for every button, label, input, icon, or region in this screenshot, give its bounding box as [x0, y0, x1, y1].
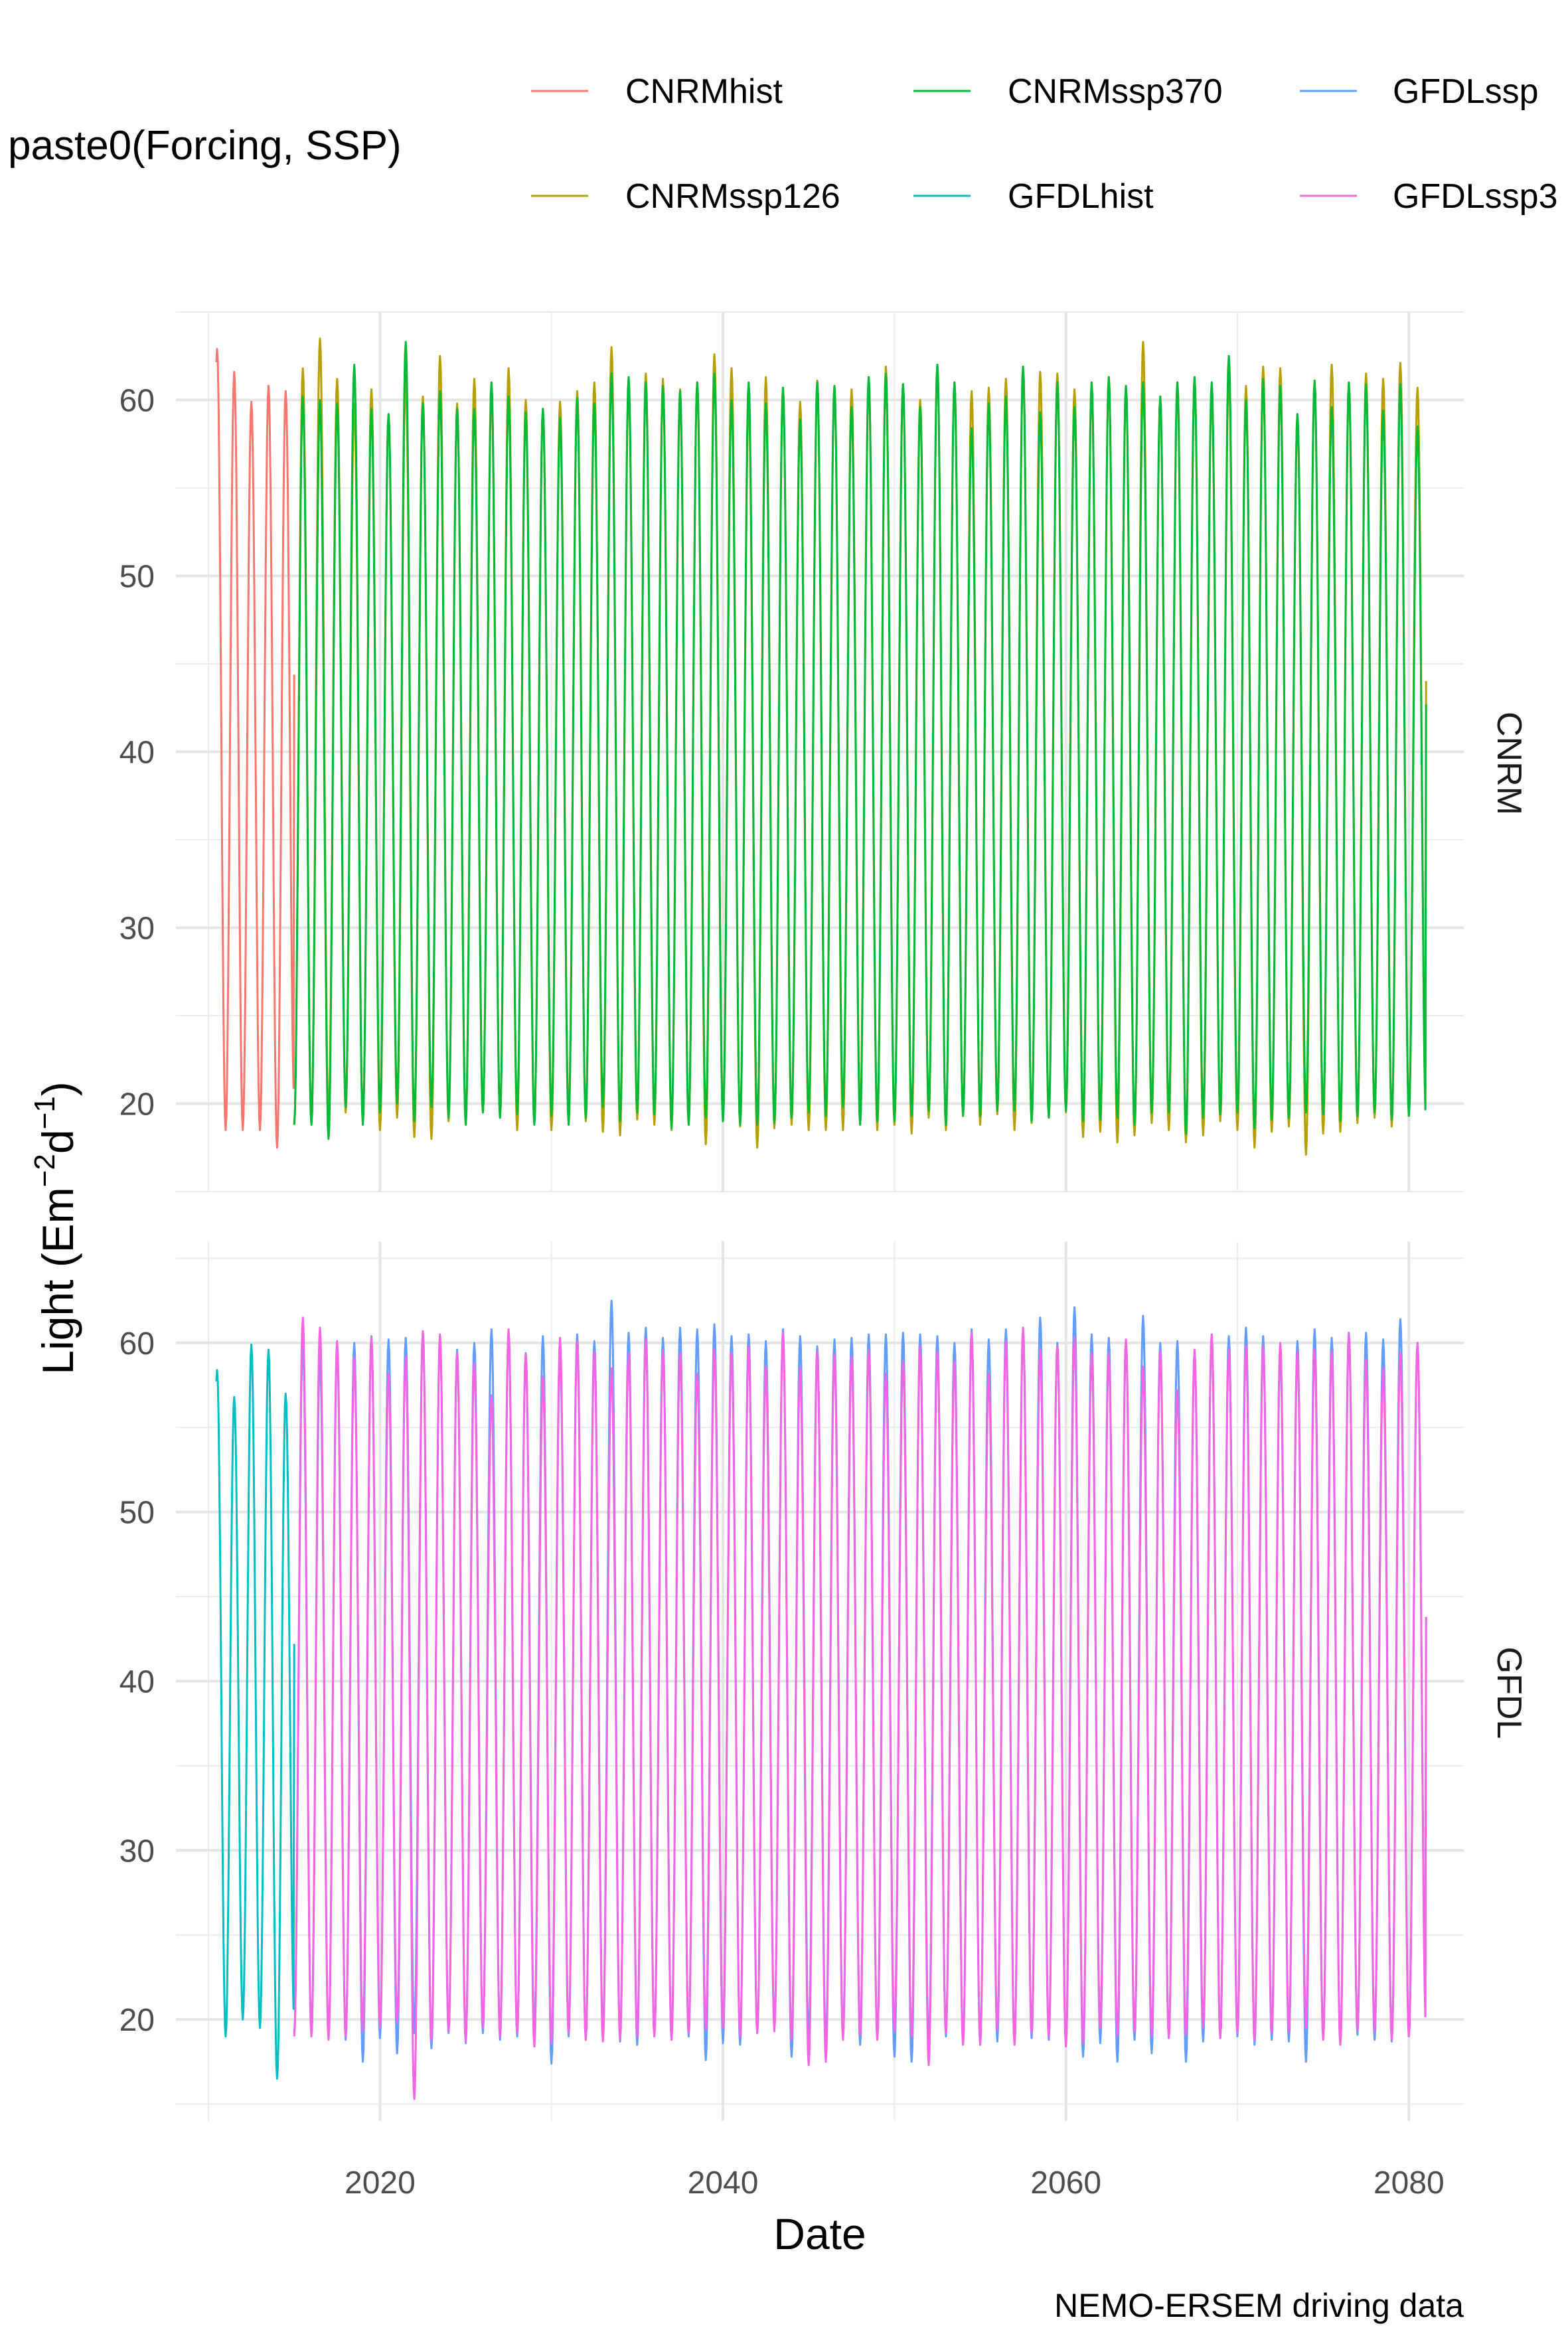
y-tick-label: 30 [119, 911, 155, 947]
facet-strip-label: CNRM [1490, 712, 1528, 815]
y-tick-labels: 20 30 40 50 60 [119, 384, 155, 1123]
legend-item[interactable]: GFDLhist [913, 177, 1154, 216]
x-axis-title: Date [773, 2209, 866, 2258]
legend-item[interactable]: GFDLssp [1300, 72, 1539, 111]
y-tick-label: 50 [119, 560, 155, 595]
y-tick-label: 20 [119, 2003, 155, 2038]
y-tick-label: 40 [119, 736, 155, 771]
y-tick-labels: 20 30 40 50 60 [119, 1326, 155, 2038]
y-tick-label: 60 [119, 384, 155, 419]
series-lines [215, 1299, 1427, 2100]
series-line-gfdlssp [293, 1299, 1427, 2065]
legend-label-gfdlssp3: GFDLssp3 [1393, 177, 1558, 216]
x-tick-label: 2020 [345, 2165, 416, 2201]
x-tick-labels: 2020 2040 2060 2080 [345, 2165, 1445, 2201]
series-lines [215, 337, 1427, 1156]
series-line-gfdlhist [215, 1343, 295, 2080]
y-tick-label: 40 [119, 1665, 155, 1700]
legend: paste0(Forcing, SSP) CNRMhist CNRMssp126… [8, 72, 1558, 216]
legend-label-cnrmhist: CNRMhist [625, 72, 783, 111]
series-line-cnrmhist [215, 348, 295, 1149]
y-tick-label: 20 [119, 1087, 155, 1123]
facet-panel-gfdl: 20 30 40 50 60 GFDL [119, 1241, 1528, 2121]
facet-panel-cnrm: 20 30 40 50 60 CNRM [119, 311, 1528, 1192]
y-axis-title: Light (Em−2d−1) [29, 1081, 82, 1374]
y-tick-label: 50 [119, 1496, 155, 1531]
x-tick-label: 2060 [1030, 2165, 1101, 2201]
x-tick-label: 2040 [688, 2165, 759, 2201]
legend-item[interactable]: CNRMhist [531, 72, 783, 111]
series-line-gfdlssp3 [293, 1316, 1427, 2100]
x-tick-label: 2080 [1373, 2165, 1445, 2201]
legend-label-gfdlhist: GFDLhist [1008, 177, 1154, 216]
legend-label-gfdlssp: GFDLssp [1393, 72, 1539, 111]
caption: NEMO-ERSEM driving data [1054, 2287, 1464, 2324]
legend-item[interactable]: CNRMssp370 [913, 72, 1223, 111]
facet-strip-label: GFDL [1490, 1647, 1528, 1739]
legend-label-cnrmssp370: CNRMssp370 [1008, 72, 1223, 111]
y-tick-label: 60 [119, 1326, 155, 1362]
legend-item[interactable]: CNRMssp126 [531, 177, 840, 216]
y-tick-label: 30 [119, 1834, 155, 1869]
series-line-cnrmssp370 [293, 341, 1427, 1140]
legend-title: paste0(Forcing, SSP) [8, 123, 402, 169]
legend-label-cnrmssp126: CNRMssp126 [625, 177, 840, 216]
legend-item[interactable]: GFDLssp3 [1300, 177, 1558, 216]
